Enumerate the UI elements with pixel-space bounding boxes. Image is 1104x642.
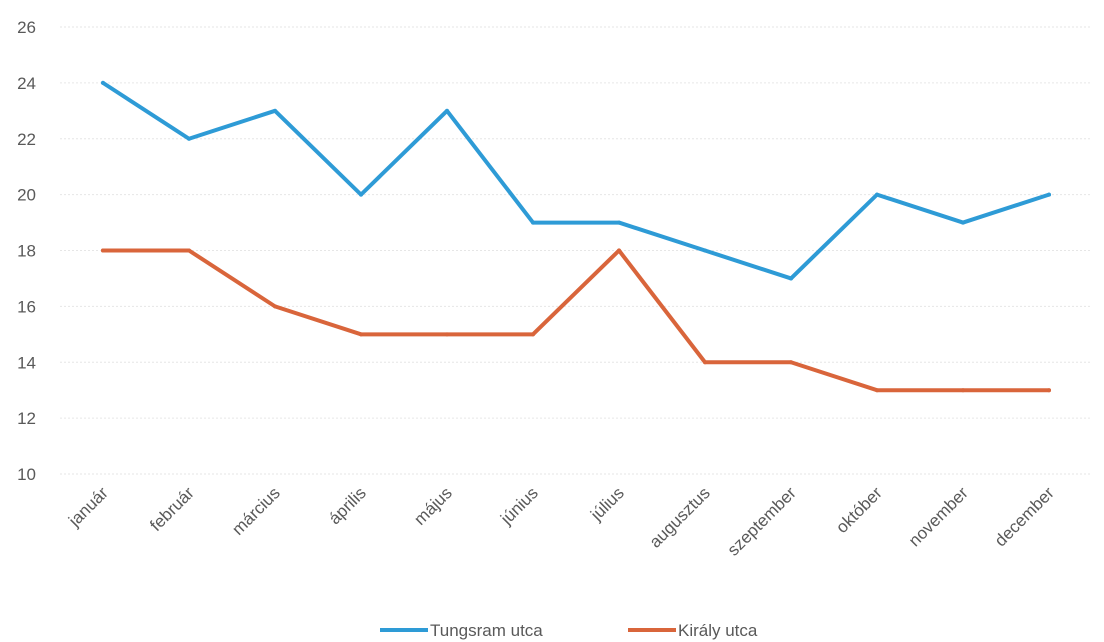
x-tick-label: április	[325, 483, 370, 528]
data-point	[359, 192, 363, 197]
x-tick-label: szeptember	[724, 483, 800, 559]
x-tick-label: május	[410, 483, 456, 529]
legend-label: Király utca	[678, 621, 758, 640]
grid-lines	[60, 26, 1092, 475]
data-point	[101, 80, 105, 85]
y-tick-label: 10	[17, 465, 36, 484]
x-tick-label: október	[832, 483, 886, 537]
y-tick-label: 18	[17, 242, 36, 261]
y-tick-label: 12	[17, 409, 36, 428]
data-point	[531, 220, 535, 225]
y-tick-label: 20	[17, 186, 36, 205]
data-point	[445, 332, 449, 337]
data-point	[531, 332, 535, 337]
series-line-1	[101, 248, 1051, 393]
x-tick-label: január	[64, 483, 112, 531]
data-point	[101, 248, 105, 253]
data-point	[1047, 388, 1051, 393]
data-point	[273, 304, 277, 309]
data-point	[1047, 192, 1051, 197]
series-line-0	[101, 80, 1051, 281]
data-point	[875, 192, 879, 197]
x-tick-label: június	[496, 483, 542, 529]
data-point	[875, 388, 879, 393]
y-tick-label: 26	[17, 18, 36, 37]
data-point	[617, 220, 621, 225]
data-point	[703, 248, 707, 253]
data-point	[961, 220, 965, 225]
series-lines	[101, 80, 1051, 393]
x-tick-label: augusztus	[646, 483, 714, 551]
x-axis-ticks: január február március április május június jú…	[64, 483, 1058, 559]
y-axis-ticks: 10 12 14 16 18 20 22 24 26	[17, 18, 36, 484]
legend-label: Tungsram utca	[430, 621, 543, 640]
y-tick-label: 24	[17, 74, 36, 93]
data-point	[273, 108, 277, 113]
x-tick-label: december	[991, 483, 1058, 550]
data-point	[617, 248, 621, 253]
x-tick-label: július	[586, 483, 628, 525]
data-point	[445, 108, 449, 113]
data-point	[789, 276, 793, 281]
x-tick-label: november	[905, 483, 972, 550]
x-tick-label: február	[146, 483, 198, 535]
y-tick-label: 16	[17, 297, 36, 316]
data-point	[961, 388, 965, 393]
data-point	[789, 360, 793, 365]
x-tick-label: március	[228, 483, 284, 539]
data-point	[359, 332, 363, 337]
data-point	[187, 248, 191, 253]
data-point	[703, 360, 707, 365]
data-point	[187, 136, 191, 141]
legend: Tungsram utca Király utca	[380, 621, 758, 640]
y-tick-label: 14	[17, 353, 36, 372]
y-tick-label: 22	[17, 130, 36, 149]
